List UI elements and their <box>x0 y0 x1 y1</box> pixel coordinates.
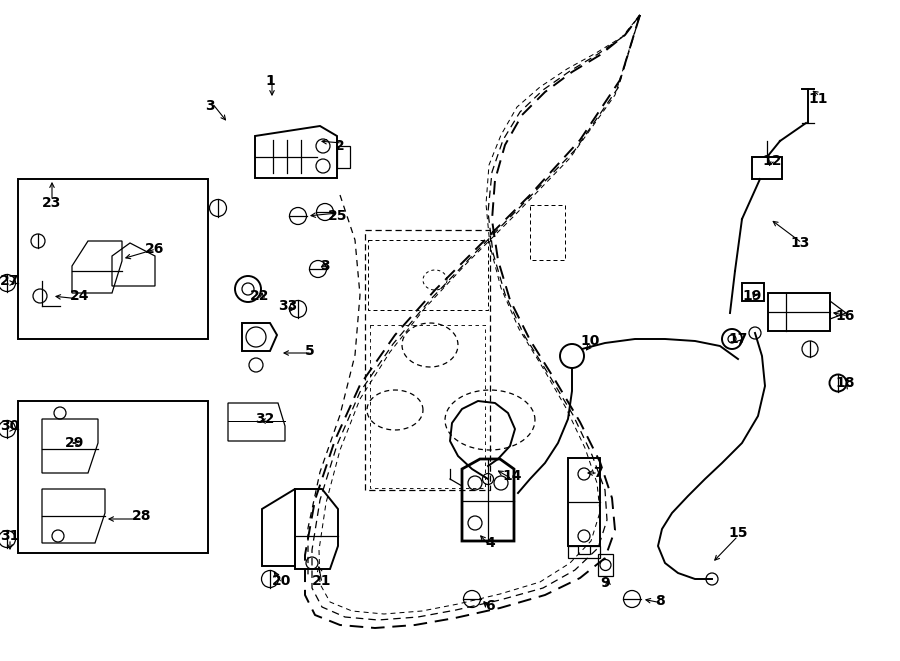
Text: 15: 15 <box>728 526 748 540</box>
Text: 19: 19 <box>742 289 761 303</box>
Text: 6: 6 <box>485 599 495 613</box>
Text: 25: 25 <box>328 209 347 223</box>
Text: 22: 22 <box>250 289 270 303</box>
Text: 20: 20 <box>273 574 292 588</box>
Text: 8: 8 <box>655 594 665 608</box>
Text: 2: 2 <box>335 139 345 153</box>
Text: 23: 23 <box>42 196 62 210</box>
Text: 27: 27 <box>0 274 20 288</box>
Bar <box>752 157 782 179</box>
Bar <box>568 458 600 546</box>
Text: 26: 26 <box>145 242 165 256</box>
Text: 7: 7 <box>593 466 603 480</box>
Text: 11: 11 <box>808 92 828 106</box>
Text: 31: 31 <box>0 529 20 543</box>
Text: 9: 9 <box>600 576 610 590</box>
Text: 32: 32 <box>256 412 274 426</box>
Text: 16: 16 <box>835 309 855 323</box>
Text: 30: 30 <box>0 419 20 433</box>
Bar <box>742 283 764 301</box>
Text: 5: 5 <box>305 344 315 358</box>
Text: 3: 3 <box>205 99 215 113</box>
Bar <box>18 179 208 339</box>
Text: 29: 29 <box>66 436 85 450</box>
Text: 13: 13 <box>790 236 810 250</box>
Text: 12: 12 <box>762 154 782 168</box>
Bar <box>768 293 830 331</box>
Text: 28: 28 <box>132 509 152 523</box>
Bar <box>18 401 208 553</box>
Text: 10: 10 <box>580 334 599 348</box>
Text: 4: 4 <box>485 536 495 550</box>
Text: 18: 18 <box>835 376 855 390</box>
Text: 24: 24 <box>70 289 90 303</box>
Text: 14: 14 <box>502 469 522 483</box>
Text: 17: 17 <box>728 332 748 346</box>
Text: 21: 21 <box>312 574 332 588</box>
Text: 3: 3 <box>320 259 329 273</box>
Text: 33: 33 <box>278 299 298 313</box>
Text: 1: 1 <box>266 74 274 88</box>
